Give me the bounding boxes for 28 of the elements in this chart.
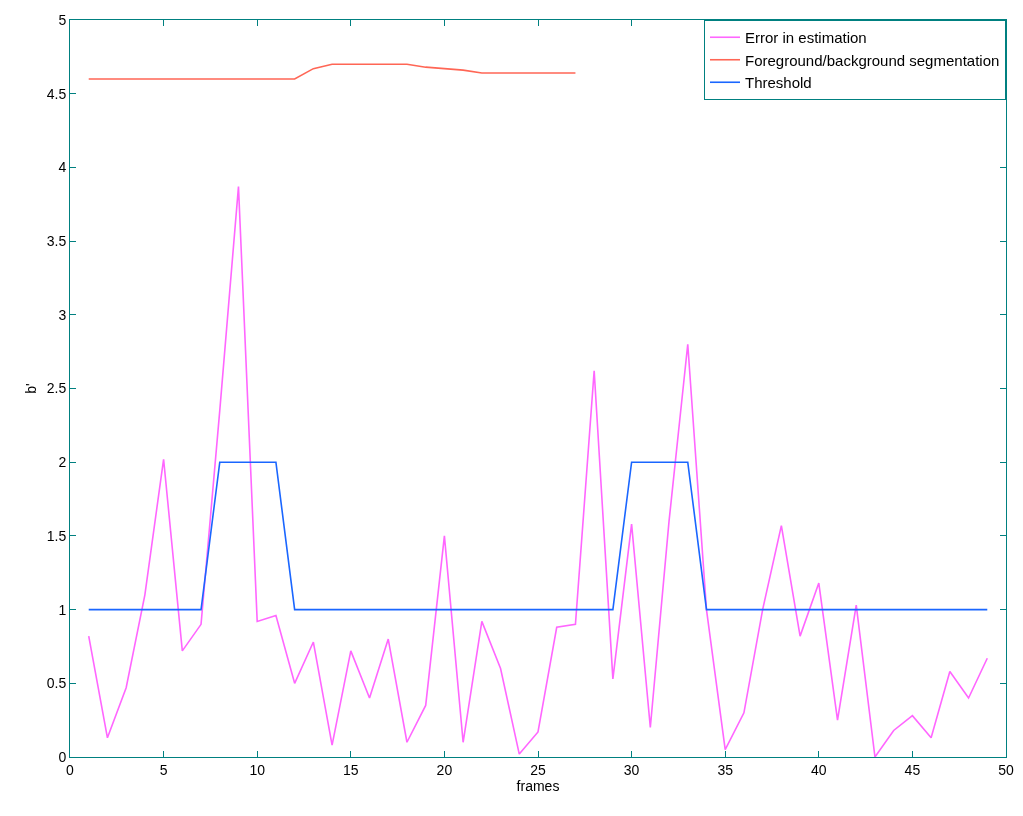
legend-label: Foreground/background segmentation	[745, 51, 1000, 69]
y-tick-label: 3	[58, 306, 67, 323]
y-tick-label: 0.5	[46, 675, 67, 692]
x-tick-label: 30	[623, 761, 640, 778]
y-tick-label: 2.5	[46, 380, 67, 397]
y-tick-label: 1.5	[46, 527, 67, 544]
x-tick-label: 50	[998, 761, 1014, 778]
x-tick-label: 20	[436, 761, 453, 778]
y-axis-title: b'	[23, 383, 40, 394]
line-series	[87, 185, 989, 757]
x-tick-label: 35	[717, 761, 734, 778]
legend-label: Threshold	[745, 74, 812, 92]
x-tick-label: 10	[249, 761, 266, 778]
legend-label: Error in estimation	[745, 29, 867, 47]
y-tick-label: 5	[58, 11, 67, 28]
y-tick-label: 1	[58, 601, 67, 618]
y-tick-label: 0	[58, 748, 67, 765]
y-tick-label: 4	[58, 159, 67, 176]
x-tick-label: 25	[530, 761, 546, 778]
x-tick-label: 15	[343, 761, 359, 778]
x-tick-label: 5	[159, 761, 168, 778]
x-tick-label: 40	[811, 761, 827, 778]
x-axis-title: frames	[516, 778, 560, 795]
x-tick-label: 45	[904, 761, 921, 778]
line-series	[87, 63, 577, 80]
y-tick-label: 2	[58, 454, 67, 471]
y-tick-label: 4.5	[46, 85, 67, 102]
y-tick-label: 3.5	[46, 233, 67, 249]
